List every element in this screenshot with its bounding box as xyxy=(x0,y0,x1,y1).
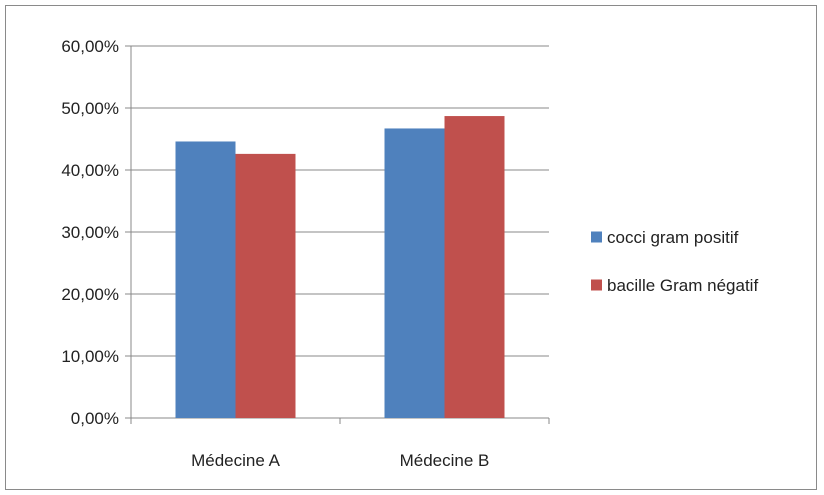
bar xyxy=(235,153,296,418)
legend-label: cocci gram positif xyxy=(607,228,739,247)
legend-label: bacille Gram négatif xyxy=(607,276,758,295)
legend-swatch xyxy=(591,231,602,243)
legend: cocci gram positif bacille Gram négatif xyxy=(591,228,758,295)
y-tick-label: 10,00% xyxy=(61,347,119,366)
bar xyxy=(175,141,236,419)
bars xyxy=(175,116,505,419)
bar xyxy=(384,128,445,418)
y-tick-label: 60,00% xyxy=(61,37,119,56)
y-tick-label: 0,00% xyxy=(71,409,119,428)
y-tick-labels: 0,00% 10,00% 20,00% 30,00% 40,00% 50,00% 60,00… xyxy=(61,37,119,428)
y-tick-label: 30,00% xyxy=(61,223,119,242)
y-tick-label: 50,00% xyxy=(61,99,119,118)
legend-swatch xyxy=(591,279,602,291)
category-label: Médecine A xyxy=(191,451,280,470)
y-tick-label: 20,00% xyxy=(61,285,119,304)
y-tick-label: 40,00% xyxy=(61,161,119,180)
bar xyxy=(444,116,505,418)
category-labels: Médecine A Médecine B xyxy=(191,451,489,470)
category-label: Médecine B xyxy=(400,451,490,470)
